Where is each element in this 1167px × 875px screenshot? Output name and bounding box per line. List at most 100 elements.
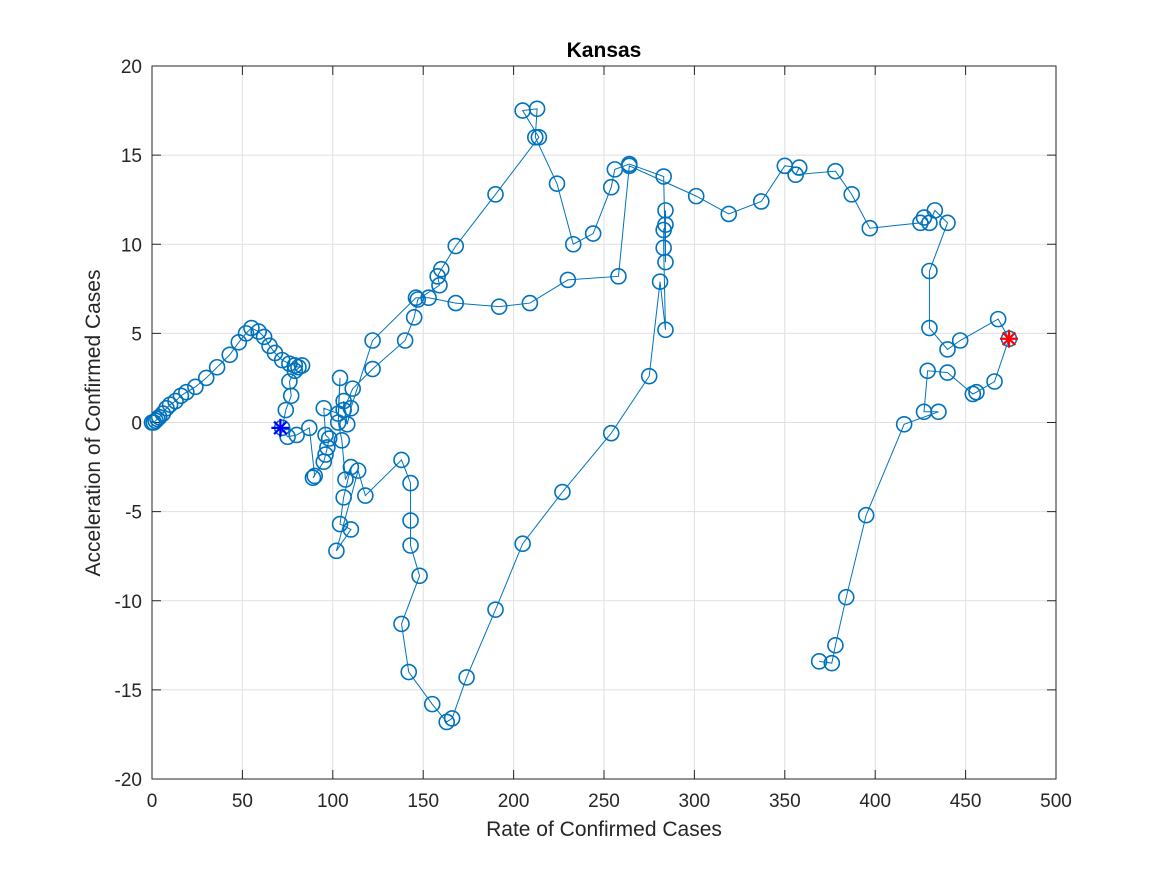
x-tick-label: 450 xyxy=(950,791,982,812)
data-point xyxy=(487,186,504,203)
data-point xyxy=(895,415,913,433)
data-point xyxy=(458,669,475,686)
data-point xyxy=(306,467,324,485)
data-point xyxy=(657,253,674,271)
data-point xyxy=(621,157,638,175)
data-point xyxy=(402,474,419,492)
data-point xyxy=(221,346,239,364)
data-point xyxy=(402,537,419,554)
data-point xyxy=(420,289,437,307)
data-point xyxy=(964,385,982,403)
y-tick-label: -10 xyxy=(115,592,142,613)
data-point xyxy=(810,653,828,670)
data-point xyxy=(304,469,322,487)
data-point xyxy=(584,225,602,242)
data-point xyxy=(921,319,938,337)
data-point xyxy=(447,294,465,312)
data-point xyxy=(655,168,672,185)
x-tick-label: 200 xyxy=(498,791,530,812)
y-tick-label: -20 xyxy=(115,770,142,791)
x-tick-label: 400 xyxy=(859,791,891,812)
data-point xyxy=(197,369,215,387)
data-point xyxy=(640,367,658,385)
data-point xyxy=(208,358,226,376)
data-point xyxy=(277,401,295,419)
data-point xyxy=(342,399,360,417)
data-point xyxy=(939,364,956,381)
y-axis-label: Acceleration of Confirmed Cases xyxy=(82,270,105,577)
data-point xyxy=(443,710,461,727)
data-point xyxy=(349,462,367,479)
data-point xyxy=(409,291,427,308)
data-point xyxy=(237,325,255,342)
data-point xyxy=(554,483,571,501)
data-point xyxy=(823,654,841,672)
x-tick-label: 100 xyxy=(317,791,349,812)
data-point xyxy=(487,601,504,618)
data-point xyxy=(657,202,674,219)
data-point xyxy=(255,328,273,346)
data-point xyxy=(939,341,956,358)
data-point xyxy=(687,187,705,205)
data-point xyxy=(651,273,669,290)
data-point xyxy=(405,309,423,326)
data-point xyxy=(843,186,860,203)
data-point xyxy=(602,178,620,196)
data-point xyxy=(602,424,620,442)
data-point xyxy=(161,396,179,413)
data-point xyxy=(282,387,300,405)
x-tick-label: 150 xyxy=(407,791,439,812)
data-point xyxy=(145,414,163,431)
data-point xyxy=(526,129,544,146)
data-point xyxy=(423,695,441,713)
data-point xyxy=(331,369,349,387)
data-point xyxy=(411,567,428,585)
data-point xyxy=(514,535,531,553)
data-point xyxy=(402,512,419,529)
data-point xyxy=(657,321,674,339)
data-point xyxy=(521,294,539,312)
data-point xyxy=(827,162,844,180)
y-tick-label: 20 xyxy=(121,57,142,78)
data-point xyxy=(787,166,804,184)
y-tick-label: -15 xyxy=(115,681,142,702)
start-marker xyxy=(271,418,290,437)
data-point xyxy=(342,521,360,538)
data-point xyxy=(149,410,166,428)
data-point xyxy=(393,451,410,469)
data-point xyxy=(187,378,204,396)
data-point xyxy=(396,332,414,349)
data-point xyxy=(939,214,956,232)
data-point xyxy=(514,102,531,119)
y-tick-label: 10 xyxy=(121,235,142,256)
x-axis-label: Rate of Confirmed Cases xyxy=(486,818,722,841)
data-point xyxy=(912,214,929,232)
data-point xyxy=(926,202,944,219)
data-point xyxy=(861,219,879,237)
x-tick-label: 50 xyxy=(232,791,253,812)
data-point xyxy=(919,362,936,380)
data-point xyxy=(827,637,844,654)
data-point xyxy=(331,515,349,533)
data-point xyxy=(338,415,356,433)
plot-area: 0 50 100 150 200 250 300 350 400 450 500-20-15-10-… xyxy=(115,57,1072,812)
data-point xyxy=(951,332,969,349)
data-point xyxy=(344,380,361,397)
data-point xyxy=(989,310,1007,328)
data-point xyxy=(335,489,352,506)
data-point xyxy=(857,506,875,524)
end-marker xyxy=(999,329,1018,348)
x-tick-label: 500 xyxy=(1040,791,1072,812)
data-point xyxy=(315,399,333,417)
x-tick-label: 0 xyxy=(147,791,158,812)
data-point xyxy=(921,262,938,280)
data-point xyxy=(530,129,548,146)
data-point xyxy=(837,588,855,606)
data-point xyxy=(288,426,305,444)
data-point xyxy=(178,383,195,401)
data-point xyxy=(328,542,345,560)
chart-title: Kansas xyxy=(567,39,642,62)
x-tick-label: 250 xyxy=(588,791,620,812)
